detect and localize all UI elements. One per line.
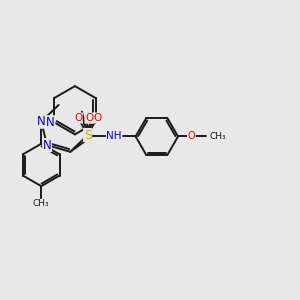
- Text: N: N: [46, 116, 55, 129]
- Text: N: N: [43, 139, 51, 152]
- Text: S: S: [84, 129, 92, 142]
- Text: O: O: [74, 113, 82, 123]
- Text: CH₃: CH₃: [33, 199, 50, 208]
- Text: NH: NH: [106, 131, 122, 142]
- Text: O: O: [85, 113, 93, 123]
- Text: O: O: [93, 113, 101, 123]
- Text: O: O: [188, 131, 195, 142]
- Text: N: N: [37, 115, 46, 128]
- Text: CH₃: CH₃: [209, 132, 226, 141]
